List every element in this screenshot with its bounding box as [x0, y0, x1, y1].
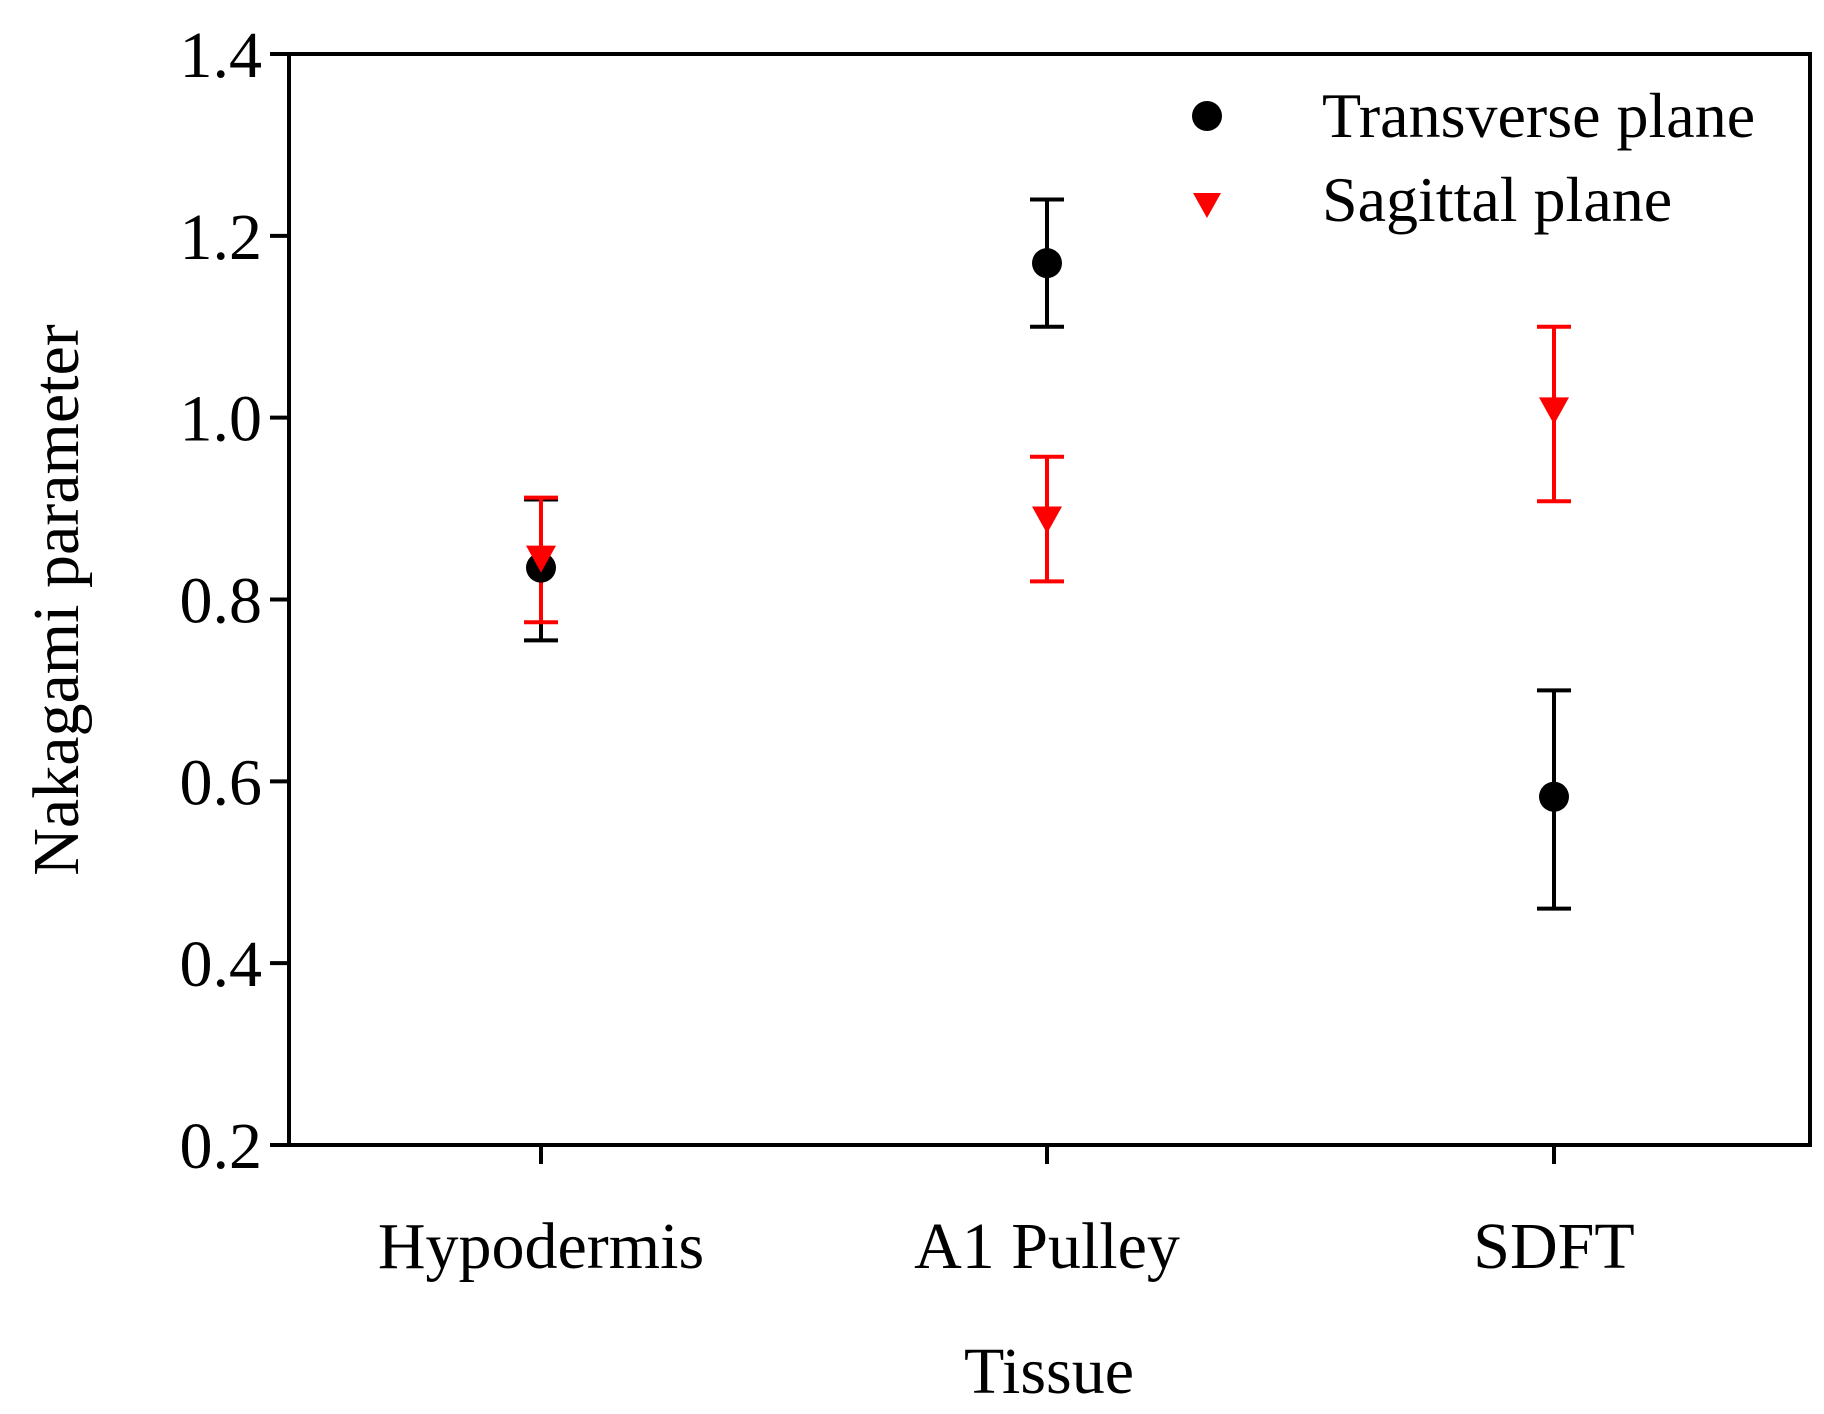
data-point-transverse	[1539, 781, 1569, 812]
data-point-sagittal	[1032, 506, 1062, 534]
y-tick-label: 0.4	[180, 928, 263, 1001]
y-axis-title: Nakagami parameter	[20, 324, 93, 876]
legend-marker-transverse	[1192, 101, 1222, 131]
error-bars	[524, 197, 1571, 911]
legend-label-transverse: Transverse plane	[1322, 80, 1755, 151]
y-tick-label: 1.4	[180, 19, 263, 92]
y-tick-label: 0.8	[180, 565, 263, 638]
y-tick-label: 1.0	[180, 383, 263, 456]
x-axis-title: Tissue	[964, 1335, 1134, 1408]
data-markers	[526, 248, 1569, 812]
y-tick-label: 0.6	[180, 746, 263, 819]
legend-label-sagittal: Sagittal plane	[1322, 164, 1672, 235]
y-axis: 0.2 0.4 0.6 0.8 1.0 1.2 1.4	[180, 19, 289, 1183]
legend: Transverse plane Sagittal plane	[1192, 80, 1755, 235]
y-tick-label: 0.2	[180, 1110, 263, 1183]
x-axis: Hypodermis A1 Pulley SDFT	[378, 1145, 1635, 1283]
legend-marker-sagittal	[1193, 193, 1221, 218]
data-point-sagittal	[1539, 397, 1569, 425]
x-tick-label: SDFT	[1473, 1210, 1634, 1283]
x-tick-label: A1 Pulley	[914, 1210, 1180, 1283]
data-point-sagittal	[526, 545, 556, 573]
y-tick-label: 1.2	[180, 201, 263, 274]
data-point-transverse	[1032, 248, 1062, 279]
x-tick-label: Hypodermis	[378, 1210, 704, 1283]
